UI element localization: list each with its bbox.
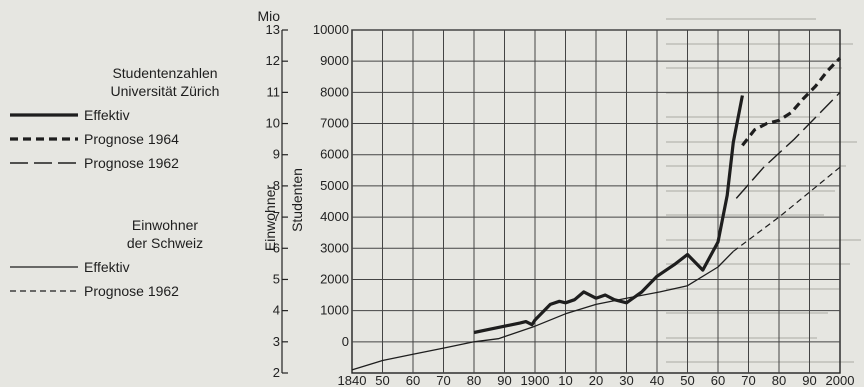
right-axis-tick-label: 0 [342, 334, 349, 349]
x-axis-tick-label: 60 [406, 373, 420, 387]
background-text-line [666, 238, 861, 241]
legend: Studentenzahlen Universität Zürich Effekti… [10, 65, 219, 299]
background-text-line [666, 214, 824, 216]
series-line-thin-solid [351, 250, 734, 371]
right-axis-tick-label: 6000 [320, 147, 349, 162]
x-axis-tick-label: 10 [558, 373, 572, 387]
legend-entry-label: Prognose 1962 [84, 283, 179, 299]
left-axis-tick-label: 5 [273, 271, 280, 286]
x-axis-tick-label: 60 [711, 373, 725, 387]
right-axis-label: Studenten [289, 168, 305, 232]
left-axis-tick-label: 7 [273, 209, 280, 224]
background-text-line [666, 18, 816, 20]
left-axis-tick-label: 6 [273, 240, 280, 255]
left-axis-tick-label: 9 [273, 147, 280, 162]
background-text-line [666, 336, 817, 339]
background-text-line [666, 165, 846, 167]
legend-entry-label: Prognose 1964 [84, 131, 179, 147]
series-layer [351, 56, 842, 371]
left-axis-tick-label: 4 [273, 303, 280, 318]
left-axis-tick-label: 11 [267, 84, 281, 99]
legend-entry-label: Prognose 1962 [84, 155, 179, 171]
series-line-thick-solid [473, 95, 744, 335]
left-axis-tick-label: 13 [266, 22, 280, 37]
legend-group-title: der Schweiz [127, 235, 203, 251]
background-text-line [666, 140, 857, 143]
background-text-line [666, 42, 853, 45]
x-axis-tick-label: 1900 [521, 373, 550, 387]
background-text-line [666, 116, 820, 118]
right-axis-tick-label: 2000 [320, 271, 349, 286]
x-axis-tick-label: 50 [375, 373, 389, 387]
x-axis-tick-label: 20 [589, 373, 603, 387]
background-text-line [666, 67, 842, 69]
x-axis-tick-label: 30 [619, 373, 633, 387]
legend-group-title: Universität Zürich [111, 83, 220, 99]
left-axis-tick-label: 3 [273, 334, 280, 349]
x-axis-tick-label: 2000 [826, 373, 855, 387]
x-axis-tick-label: 90 [802, 373, 816, 387]
legend-entry-label: Effektiv [84, 259, 130, 275]
right-axis-tick-label: 7000 [320, 116, 349, 131]
x-axis-tick-label: 80 [467, 373, 481, 387]
series-line-thick-dashed [741, 56, 842, 147]
x-axis-tick-label: 70 [436, 373, 450, 387]
x-axis-tick-label: 1840 [338, 373, 367, 387]
x-axis-tick-label: 40 [650, 373, 664, 387]
left-axis-tick-label: 8 [273, 178, 280, 193]
series-line-thin-dashed [732, 166, 841, 252]
right-axis-tick-label: 1000 [320, 303, 349, 318]
right-axis-tick-label: 4000 [320, 209, 349, 224]
right-axis-tick-label: 5000 [320, 178, 349, 193]
background-text-line [666, 312, 828, 314]
left-axis-tick-label: 10 [266, 116, 280, 131]
background-text-line [666, 263, 850, 265]
left-axis-tick-label: 12 [266, 53, 280, 68]
background-text-line [666, 189, 835, 192]
right-axis-tick-label: 3000 [320, 240, 349, 255]
legend-group-title: Studentenzahlen [112, 65, 217, 81]
legend-group-title: Einwohner [132, 217, 198, 233]
right-axis-tick-label: 9000 [320, 53, 349, 68]
right-axis-tick-label: 10000 [313, 22, 349, 37]
left-axis-tick-label: 2 [273, 365, 280, 380]
x-axis-tick-label: 70 [741, 373, 755, 387]
x-axis-tick-label: 90 [497, 373, 511, 387]
left-axis-label: Einwohner [262, 185, 278, 251]
x-axis-tick-label: 50 [680, 373, 694, 387]
legend-entry-label: Effektiv [84, 107, 130, 123]
series-line-long-dashed [735, 91, 841, 199]
left-axis-unit: Mio [257, 8, 280, 24]
right-axis-tick-label: 8000 [320, 84, 349, 99]
grid [351, 29, 841, 374]
background-text-line [666, 361, 854, 363]
background-text-line [666, 287, 839, 290]
x-axis-tick-label: 80 [772, 373, 786, 387]
